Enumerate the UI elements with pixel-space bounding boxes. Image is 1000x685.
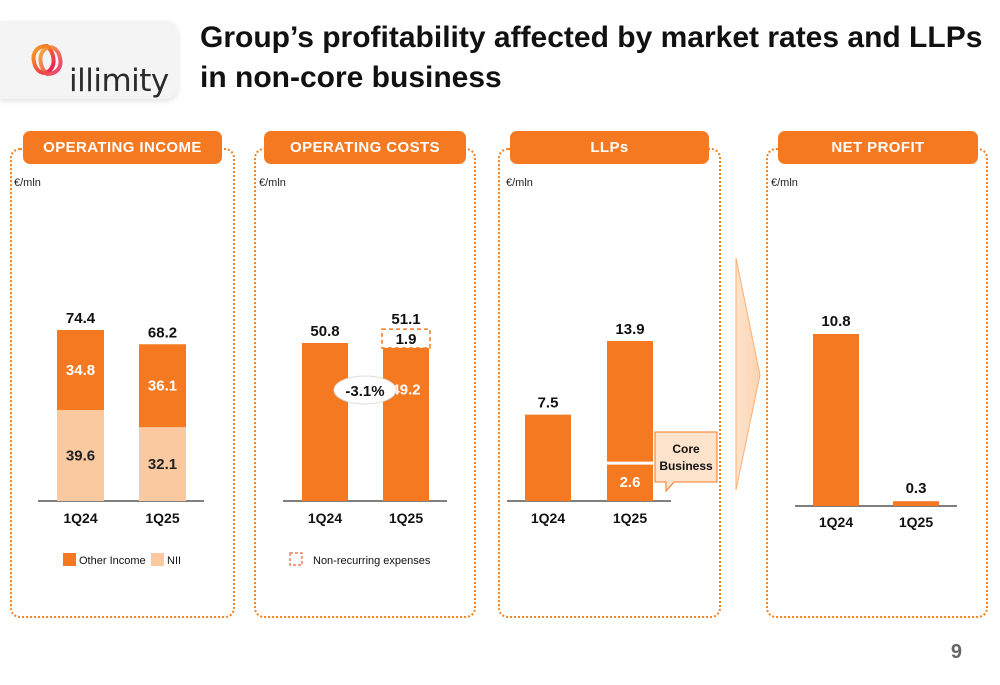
data-label: 49.2 <box>391 381 420 398</box>
tick-label: 1Q24 <box>531 510 565 526</box>
tick-label: 1Q24 <box>63 510 97 526</box>
data-label: 32.1 <box>148 456 177 473</box>
unit-label: €/mln <box>506 177 533 189</box>
bar-other-income <box>57 330 104 410</box>
bar-llps <box>525 414 571 501</box>
illimity-logo-mark-icon <box>31 43 63 77</box>
legend-swatch-non-recurring <box>289 552 303 566</box>
bar-net-profit <box>893 501 939 506</box>
change-label: -3.1% <box>345 383 384 400</box>
tick-label: 1Q25 <box>613 510 647 526</box>
callout-label: Core <box>672 442 700 456</box>
callout-label: Business <box>659 459 713 473</box>
unit-label: €/mln <box>771 177 798 189</box>
bar-llps <box>607 341 653 501</box>
total-label: 7.5 <box>538 395 559 412</box>
legend-swatch-nii <box>151 553 164 566</box>
legend-label: NII <box>167 555 181 567</box>
total-label: 74.4 <box>66 310 96 327</box>
data-label: 39.6 <box>66 447 95 464</box>
logo-text: illimity <box>69 63 169 99</box>
tick-label: 1Q25 <box>899 514 933 530</box>
unit-label: €/mln <box>14 177 41 189</box>
data-label: 34.8 <box>66 362 95 379</box>
data-label: 1.9 <box>396 331 417 348</box>
header-operating-income: OPERATING INCOME <box>23 131 222 164</box>
bar-non-recurring-costs <box>381 328 431 349</box>
header-operating-costs: OPERATING COSTS <box>264 131 466 164</box>
total-label: 50.8 <box>310 323 339 340</box>
bar-nii <box>139 427 186 501</box>
legend-label: Non-recurring expenses <box>313 555 431 567</box>
total-label: 0.3 <box>906 480 927 497</box>
bar-recurring-costs <box>383 347 429 501</box>
bar-other-income <box>139 344 186 428</box>
bar-net-profit <box>813 334 859 506</box>
change-badge <box>333 375 397 405</box>
data-label: 2.6 <box>620 474 641 491</box>
header-llps: LLPs <box>510 131 709 164</box>
legend-label: Other Income <box>79 555 146 567</box>
page-title: Group’s profitability affected by market… <box>200 21 983 94</box>
page-number: 9 <box>950 641 962 663</box>
total-label: 10.8 <box>821 313 850 330</box>
total-label: 68.2 <box>148 324 177 341</box>
total-label: 51.1 <box>391 311 420 328</box>
tick-label: 1Q24 <box>819 514 853 530</box>
data-label: 36.1 <box>148 378 177 395</box>
bar-nii <box>57 409 104 501</box>
bar-operating-costs <box>302 343 348 501</box>
core-business-callout <box>654 431 718 493</box>
tick-label: 1Q25 <box>389 510 423 526</box>
total-label: 13.9 <box>615 321 644 338</box>
logo-container: illimity <box>0 21 178 99</box>
legend-swatch-other-income <box>63 553 76 566</box>
header-net-profit: NET PROFIT <box>778 131 978 164</box>
unit-label: €/mln <box>259 177 286 189</box>
tick-label: 1Q24 <box>308 510 342 526</box>
tick-label: 1Q25 <box>145 510 179 526</box>
